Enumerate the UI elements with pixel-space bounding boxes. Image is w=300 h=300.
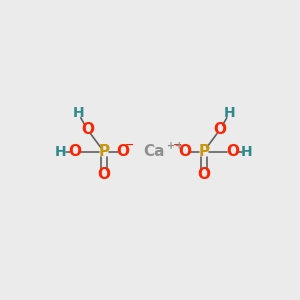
- Text: Ca: Ca: [143, 144, 164, 159]
- Text: ++: ++: [167, 141, 184, 152]
- Text: O: O: [81, 122, 94, 137]
- Text: O: O: [214, 122, 226, 137]
- Text: H: H: [55, 145, 67, 158]
- Text: P: P: [198, 144, 209, 159]
- Text: H: H: [224, 106, 235, 120]
- Text: O: O: [69, 144, 82, 159]
- Text: O: O: [197, 167, 210, 182]
- Text: −: −: [173, 140, 183, 150]
- Text: −: −: [125, 140, 134, 150]
- Text: O: O: [178, 144, 191, 159]
- Text: O: O: [97, 167, 110, 182]
- Text: O: O: [226, 144, 239, 159]
- Text: O: O: [117, 144, 130, 159]
- Text: H: H: [72, 106, 84, 120]
- Text: P: P: [98, 144, 109, 159]
- Text: H: H: [241, 145, 253, 158]
